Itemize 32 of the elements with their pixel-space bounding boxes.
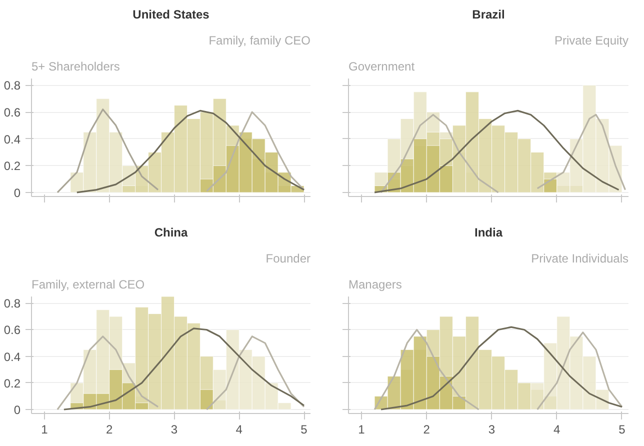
- text: Private Equity: [554, 34, 629, 48]
- y-tick-label: 0.6: [4, 106, 21, 120]
- x-tick-label: 5: [618, 422, 626, 436]
- y-tick-label: 0: [14, 403, 21, 418]
- x-tick-label: 3: [488, 422, 496, 436]
- y-tick-label: 0.2: [4, 376, 21, 390]
- y-tick-label: 0.2: [4, 159, 21, 174]
- text: Family, external CEO: [32, 278, 145, 292]
- x-tick-label: 4: [554, 422, 561, 436]
- chart-title: Brazil: [472, 8, 505, 22]
- x-tick-label: 3: [170, 422, 178, 436]
- y-tick-label: 0.6: [4, 323, 21, 338]
- chart-title: China: [154, 226, 188, 240]
- text: Government: [348, 60, 416, 74]
- text: 5+ Shareholders: [32, 60, 120, 74]
- y-tick-label: 0.4: [4, 132, 21, 146]
- chart-title: United States: [132, 8, 210, 22]
- y-tick-label: 0.8: [4, 78, 21, 93]
- text: Managers: [348, 278, 402, 292]
- x-tick-label: 2: [106, 422, 114, 436]
- x-tick-label: 1: [41, 422, 48, 436]
- text: Founder: [266, 252, 311, 266]
- y-tick-label: 0: [14, 186, 21, 200]
- x-tick-label: 4: [236, 422, 243, 436]
- y-tick-label: 0.8: [4, 296, 21, 311]
- chart-title: India: [474, 226, 503, 240]
- text: Family, family CEO: [208, 34, 311, 48]
- x-tick-label: 5: [300, 422, 308, 436]
- x-tick-label: 2: [423, 422, 430, 436]
- y-tick-label: 0.4: [4, 350, 21, 364]
- text: Private Individuals: [531, 252, 629, 266]
- x-tick-label: 1: [358, 422, 366, 436]
